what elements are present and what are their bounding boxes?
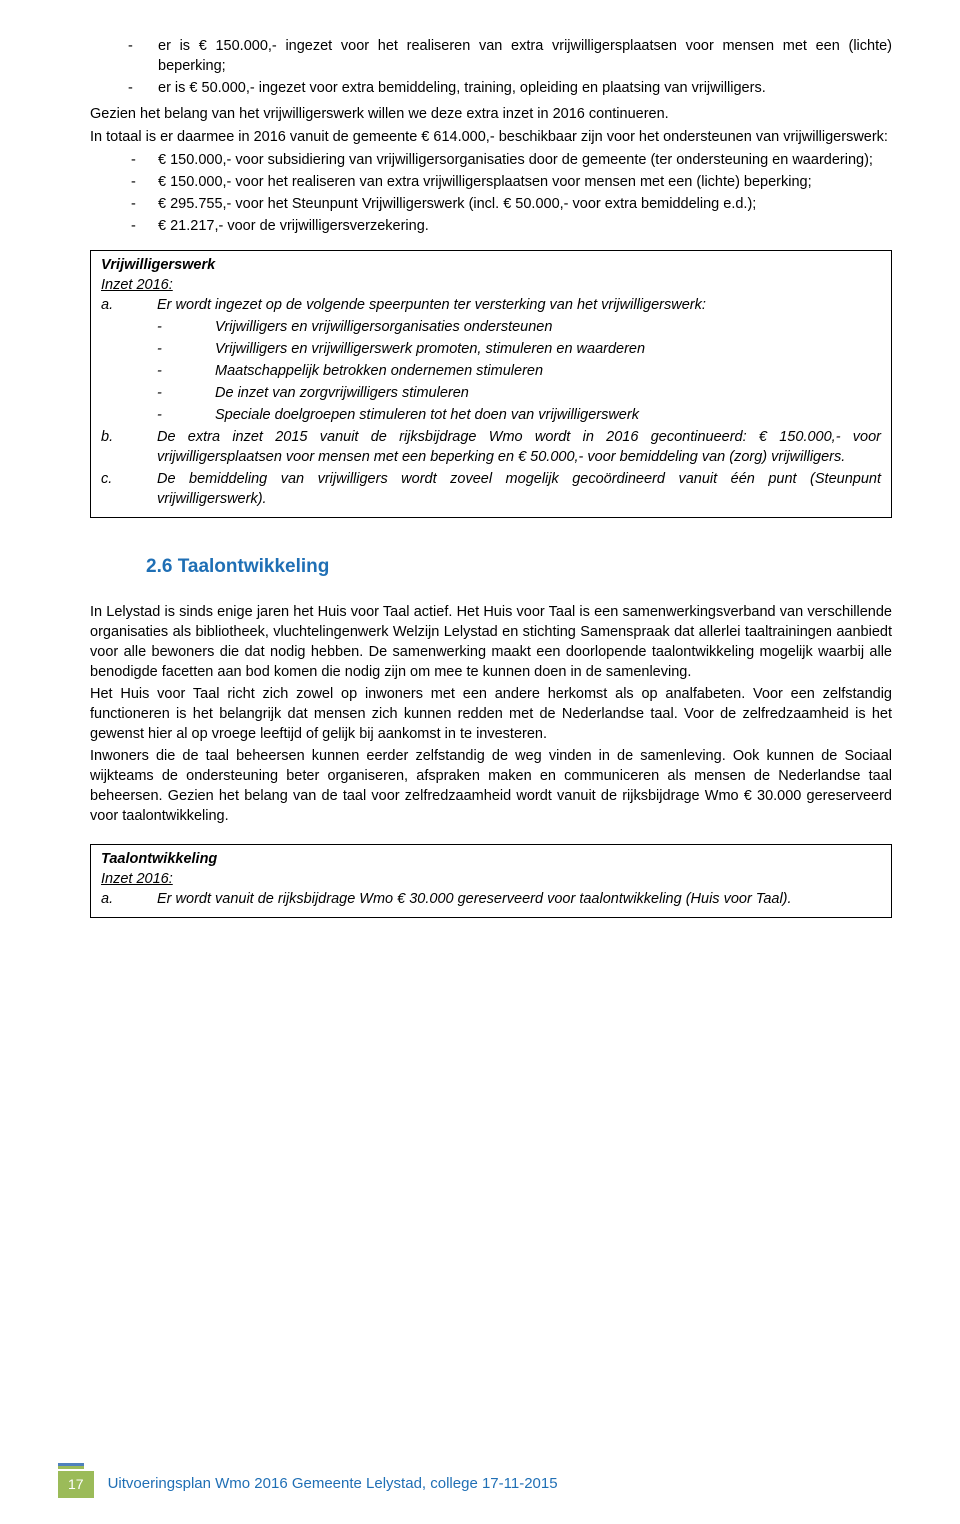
budget-item: € 21.217,- voor de vrijwilligersverzeker…	[128, 216, 892, 236]
box-item-a: a. Er wordt vanuit de rijksbijdrage Wmo …	[101, 889, 881, 909]
box-title: Taalontwikkeling	[101, 849, 881, 869]
page-footer: 17 Uitvoeringsplan Wmo 2016 Gemeente Lel…	[0, 1471, 960, 1498]
box-subtitle: Inzet 2016:	[101, 869, 881, 889]
box-sub-item: Speciale doelgroepen stimuleren tot het …	[157, 405, 881, 425]
box-title: Vrijwilligerswerk	[101, 255, 881, 275]
callout-box-vrijwilligerswerk: Vrijwilligerswerk Inzet 2016: a. Er word…	[90, 250, 892, 518]
list-text: Er wordt ingezet op de volgende speerpun…	[157, 295, 881, 315]
body-paragraph: Gezien het belang van het vrijwilligersw…	[90, 104, 892, 124]
list-text: De bemiddeling van vrijwilligers wordt z…	[157, 469, 881, 509]
section-heading: 2.6 Taalontwikkeling	[146, 554, 892, 580]
list-letter: b.	[101, 427, 157, 467]
intro-bullet-list: er is € 150.000,- ingezet voor het reali…	[128, 36, 892, 98]
list-letter: a.	[101, 295, 157, 315]
box-sub-item: Vrijwilligers en vrijwilligerswerk promo…	[157, 339, 881, 359]
list-text: De extra inzet 2015 vanuit de rijksbijdr…	[157, 427, 881, 467]
footer-accent-line	[58, 1466, 84, 1469]
body-paragraph: Het Huis voor Taal richt zich zowel op i…	[90, 684, 892, 744]
list-letter: c.	[101, 469, 157, 509]
list-text: Er wordt vanuit de rijksbijdrage Wmo € 3…	[157, 889, 881, 909]
budget-item: € 150.000,- voor het realiseren van extr…	[128, 172, 892, 192]
list-letter: a.	[101, 889, 157, 909]
body-paragraph: In totaal is er daarmee in 2016 vanuit d…	[90, 127, 892, 147]
page-number-badge: 17	[58, 1471, 94, 1498]
box-item-b: b. De extra inzet 2015 vanuit de rijksbi…	[101, 427, 881, 467]
intro-bullet: er is € 50.000,- ingezet voor extra bemi…	[128, 78, 892, 98]
box-sub-list: Vrijwilligers en vrijwilligersorganisati…	[157, 317, 881, 425]
box-item-c: c. De bemiddeling van vrijwilligers word…	[101, 469, 881, 509]
body-paragraph: Inwoners die de taal beheersen kunnen ee…	[90, 746, 892, 826]
box-sub-item: Maatschappelijk betrokken ondernemen sti…	[157, 361, 881, 381]
budget-item: € 295.755,- voor het Steunpunt Vrijwilli…	[128, 194, 892, 214]
intro-bullet: er is € 150.000,- ingezet voor het reali…	[128, 36, 892, 76]
box-sub-item: Vrijwilligers en vrijwilligersorganisati…	[157, 317, 881, 337]
callout-box-taalontwikkeling: Taalontwikkeling Inzet 2016: a. Er wordt…	[90, 844, 892, 918]
box-subtitle: Inzet 2016:	[101, 275, 881, 295]
box-item-a: a. Er wordt ingezet op de volgende speer…	[101, 295, 881, 315]
footer-text: Uitvoeringsplan Wmo 2016 Gemeente Lelyst…	[108, 1474, 558, 1495]
box-sub-item: De inzet van zorgvrijwilligers stimulere…	[157, 383, 881, 403]
body-paragraph: In Lelystad is sinds enige jaren het Hui…	[90, 602, 892, 682]
budget-list: € 150.000,- voor subsidiering van vrijwi…	[128, 150, 892, 236]
budget-item: € 150.000,- voor subsidiering van vrijwi…	[128, 150, 892, 170]
